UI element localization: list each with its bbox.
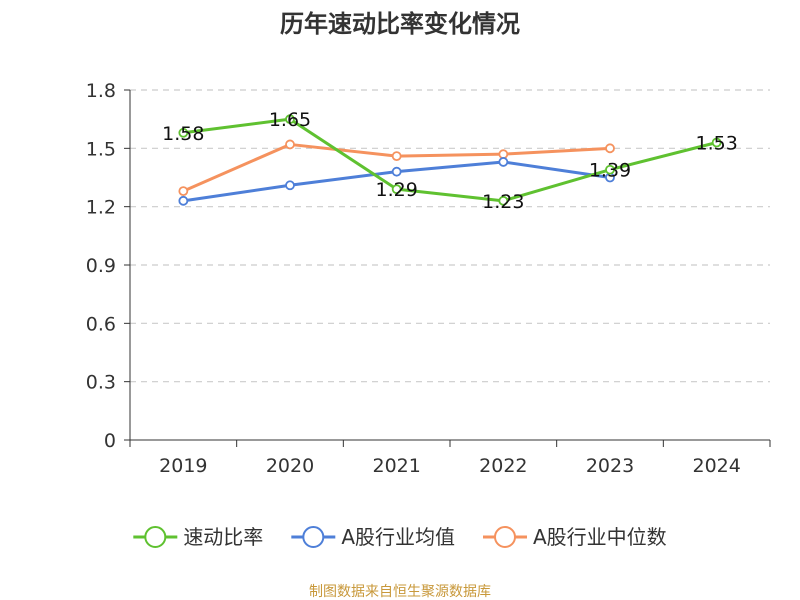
data-point[interactable] xyxy=(605,164,615,175)
legend-label: 速动比率 xyxy=(183,525,263,549)
data-point[interactable] xyxy=(285,180,295,191)
grid-lines xyxy=(130,89,770,383)
data-point[interactable] xyxy=(605,143,615,154)
x-tick-label: 2024 xyxy=(692,455,740,477)
data-label: 1.23 xyxy=(482,191,524,213)
data-point[interactable] xyxy=(285,139,295,150)
data-point[interactable] xyxy=(178,195,189,206)
data-label: 1.39 xyxy=(589,160,631,182)
series-lines xyxy=(178,114,722,206)
x-tick-label: 2023 xyxy=(586,455,634,477)
data-point[interactable] xyxy=(285,114,295,125)
data-label: 1.58 xyxy=(162,123,204,145)
y-tick-label: 0 xyxy=(104,430,116,452)
data-point[interactable] xyxy=(391,184,402,195)
data-point[interactable] xyxy=(391,151,402,162)
data-point[interactable] xyxy=(391,166,402,177)
x-tick-label: 2020 xyxy=(266,455,314,477)
legend-marker xyxy=(144,526,167,548)
data-label: 1.29 xyxy=(376,179,418,201)
data-point[interactable] xyxy=(178,127,189,138)
source-note: 制图数据来自恒生聚源数据库 xyxy=(309,584,491,600)
y-tick-label: 1.2 xyxy=(86,197,116,219)
legend-item-1[interactable]: A股行业均值 xyxy=(291,525,455,549)
x-tick-label: 2022 xyxy=(479,455,527,477)
legend-item-0[interactable]: 速动比率 xyxy=(133,525,263,549)
legend-label: A股行业中位数 xyxy=(533,525,667,549)
data-point[interactable] xyxy=(498,157,509,167)
data-label: 1.65 xyxy=(269,109,311,131)
chart-title: 历年速动比率变化情况 xyxy=(280,10,520,38)
y-tick-label: 1.5 xyxy=(86,138,116,160)
data-point[interactable] xyxy=(498,195,509,206)
y-tick-label: 0.6 xyxy=(86,313,116,335)
legend-item-2[interactable]: A股行业中位数 xyxy=(483,525,667,549)
axes: 0 0.3 0.6 0.9 1.2 1.5 1.8 2019 2020 2021 2022 2023 2… xyxy=(86,80,771,477)
data-point[interactable] xyxy=(498,149,509,160)
data-point[interactable] xyxy=(178,186,189,197)
data-point[interactable] xyxy=(711,137,722,148)
y-tick-label: 0.9 xyxy=(86,255,116,277)
y-tick-label: 1.8 xyxy=(86,80,116,102)
legend-marker xyxy=(302,526,325,548)
legend: 速动比率 A股行业均值 A股行业中位数 xyxy=(133,525,667,549)
x-tick-label: 2019 xyxy=(159,455,207,477)
series-line-0 xyxy=(181,117,719,203)
y-tick-label: 0.3 xyxy=(86,372,116,394)
data-labels: 1.58 1.65 1.29 1.23 1.39 1.53 xyxy=(162,109,738,213)
data-label: 1.53 xyxy=(696,133,738,155)
legend-marker xyxy=(494,526,516,548)
x-tick-label: 2021 xyxy=(372,455,420,477)
legend-label: A股行业均值 xyxy=(341,525,455,549)
